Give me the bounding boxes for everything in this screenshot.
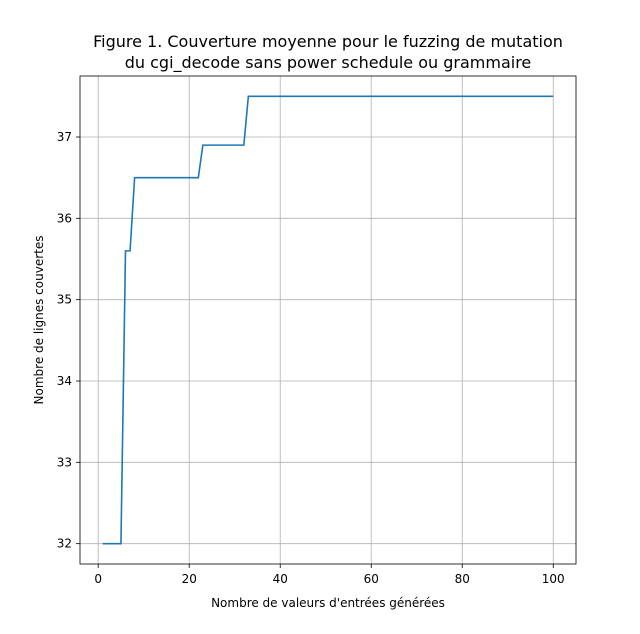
y-tick-label: 37	[57, 130, 72, 144]
x-tick-label: 20	[182, 572, 197, 586]
x-tick-label: 100	[542, 572, 565, 586]
y-tick-label: 34	[57, 374, 72, 388]
x-tick-label: 0	[94, 572, 102, 586]
y-ticks: 32 33 34 35 36 37	[57, 130, 80, 551]
y-tick-label: 33	[57, 455, 72, 469]
x-gridlines	[97, 76, 554, 564]
y-tick-label: 32	[57, 537, 72, 551]
chart-title-line-2: du cgi_decode sans power schedule ou gra…	[125, 53, 532, 73]
y-axis-label: Nombre de lignes couvertes	[32, 236, 46, 405]
y-tick-label: 35	[57, 293, 72, 307]
coverage-series-line	[102, 95, 554, 545]
x-tick-label: 40	[273, 572, 288, 586]
x-tick-label: 80	[455, 572, 470, 586]
y-gridlines	[80, 136, 576, 545]
x-ticks: 0 20 40 60 80 100	[94, 564, 565, 586]
x-tick-label: 60	[364, 572, 379, 586]
y-tick-label: 36	[57, 211, 72, 225]
x-axis-label: Nombre de valeurs d'entrées générées	[211, 596, 445, 610]
chart-title-line-1: Figure 1. Couverture moyenne pour le fuz…	[93, 32, 563, 51]
plot-area-frame	[79, 75, 577, 565]
